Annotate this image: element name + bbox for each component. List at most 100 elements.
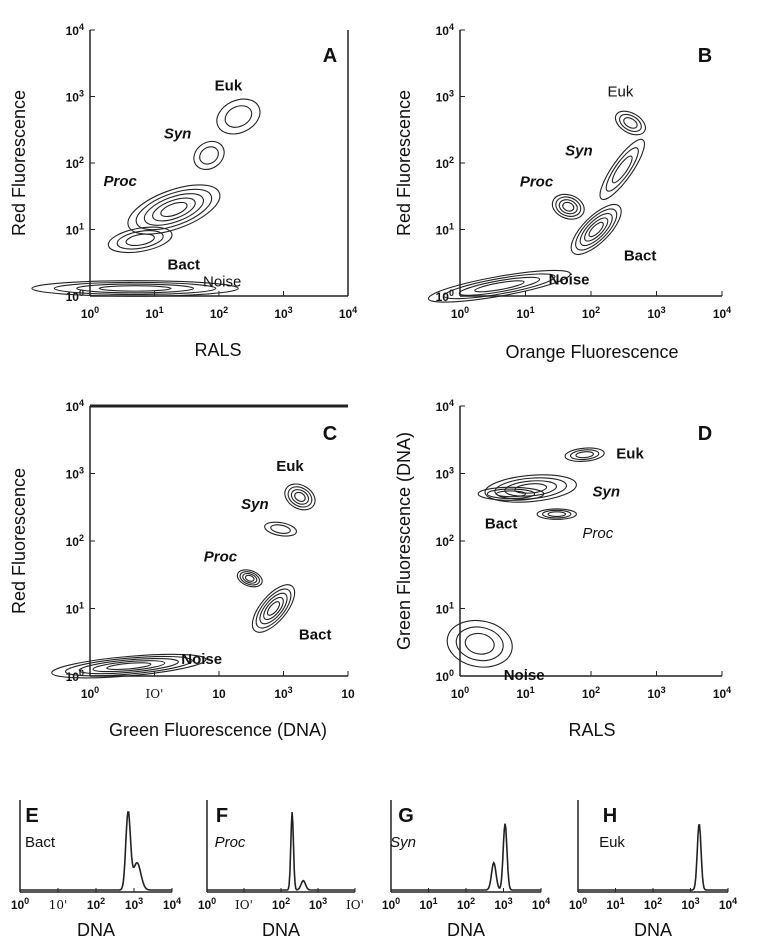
x-axis-label: DNA: [77, 920, 115, 940]
population-syn: [193, 140, 225, 171]
population-euk: [614, 110, 646, 136]
population-label: Proc: [582, 525, 613, 542]
histogram-curve: [391, 823, 541, 891]
population-label: Proc: [215, 834, 246, 851]
contour-ring: [64, 655, 193, 677]
contour-ring: [242, 572, 258, 584]
population-label: Euk: [276, 458, 304, 475]
population-euk: [216, 98, 261, 135]
contour-ring: [255, 588, 292, 629]
x-tick-label: 101: [606, 896, 624, 912]
population-label: Syn: [593, 483, 621, 500]
population-label: Noise: [549, 271, 590, 288]
contour-ring: [287, 486, 313, 508]
contour-ring: [98, 285, 172, 292]
x-tick-label: 102: [272, 896, 290, 912]
population-euk: [284, 483, 316, 511]
y-tick-label: 102: [436, 155, 454, 171]
population-noise: [31, 280, 239, 297]
contour-ring: [135, 188, 213, 231]
contour-ring: [427, 269, 571, 303]
y-tick-label: 104: [436, 22, 454, 38]
x-tick-label: 103: [309, 896, 327, 912]
population-label: Bact: [624, 248, 657, 265]
x-tick-label: IO': [235, 898, 253, 912]
panel-label: H: [603, 805, 617, 827]
y-tick-label: 104: [66, 22, 84, 38]
population-label: Noise: [203, 273, 241, 290]
y-tick-label: 102: [436, 533, 454, 549]
x-tick-label: 102: [644, 896, 662, 912]
population-bact: [107, 226, 173, 254]
x-axis-label: DNA: [634, 920, 672, 940]
population-bact: [251, 584, 296, 633]
contour-ring: [78, 658, 179, 675]
contour-ring: [125, 233, 155, 247]
y-tick-label: 102: [66, 155, 84, 171]
x-tick-label: 101: [145, 305, 163, 321]
x-tick-label: 100: [81, 685, 99, 701]
population-noise: [446, 619, 513, 668]
x-tick-label: 102: [582, 305, 600, 321]
contour-ring: [199, 146, 219, 165]
population-label: Syn: [565, 143, 593, 160]
contour-ring: [588, 221, 604, 238]
histogram-G: 100 101 102 103 104 DNA G Syn: [382, 800, 550, 940]
y-tick-label: 103: [436, 89, 454, 105]
x-tick-label: 104: [719, 896, 737, 912]
x-tick-label: 103: [125, 896, 143, 912]
y-tick-label: 101: [66, 222, 84, 238]
contour-ring: [92, 660, 166, 673]
population-label: Euk: [215, 77, 243, 94]
contour-ring: [224, 105, 253, 128]
contour-ring: [51, 653, 207, 679]
x-tick-label: IO': [346, 898, 364, 912]
population-label: Proc: [520, 173, 554, 190]
contour-ring: [76, 283, 194, 294]
contour-ring: [562, 201, 575, 212]
contour-ring: [474, 280, 525, 293]
contour-ring: [284, 483, 316, 511]
y-axis-label: Red Fluorescence: [9, 90, 29, 236]
panel-D: 100 101 102 103 104 100 101 102 103 104 RALS Green …: [394, 398, 731, 740]
contour-ring: [127, 184, 221, 235]
x-axis-label: Orange Fluorescence: [505, 342, 678, 362]
contour-ring: [244, 574, 255, 582]
contour-ring: [584, 217, 609, 242]
population-label: Bact: [485, 515, 518, 532]
histogram-curve: [578, 823, 728, 891]
x-tick-label: 104: [339, 305, 357, 321]
histogram-curve: [20, 811, 172, 891]
contour-ring: [290, 489, 310, 505]
panel-label: C: [323, 423, 337, 445]
population-syn: [599, 138, 645, 201]
histogram-curve: [207, 811, 355, 891]
x-tick-label: 100: [382, 896, 400, 912]
contour-ring: [495, 490, 527, 498]
contour-ring: [579, 212, 613, 247]
y-tick-label: 102: [66, 533, 84, 549]
contour-ring: [216, 98, 261, 135]
contour-ring: [564, 447, 605, 462]
x-tick-label: 102: [582, 685, 600, 701]
x-tick-label: 100: [451, 305, 469, 321]
population-proc: [536, 508, 577, 520]
y-tick-label: 101: [66, 601, 84, 617]
x-tick-label: 102: [87, 896, 105, 912]
x-tick-label: 104: [713, 685, 731, 701]
panel-label: F: [216, 805, 228, 827]
y-tick-label: 104: [66, 398, 84, 414]
population-label: Syn: [241, 496, 269, 513]
population-label: Bact: [25, 834, 56, 851]
population-bact: [477, 486, 545, 501]
x-tick-label: 103: [681, 896, 699, 912]
x-tick-label: 103: [274, 305, 292, 321]
contour-ring: [570, 204, 622, 255]
population-proc: [551, 193, 585, 220]
contour-ring: [107, 226, 173, 254]
x-tick-label: 101: [516, 685, 534, 701]
contour-ring: [477, 486, 545, 501]
contour-ring: [106, 662, 152, 671]
